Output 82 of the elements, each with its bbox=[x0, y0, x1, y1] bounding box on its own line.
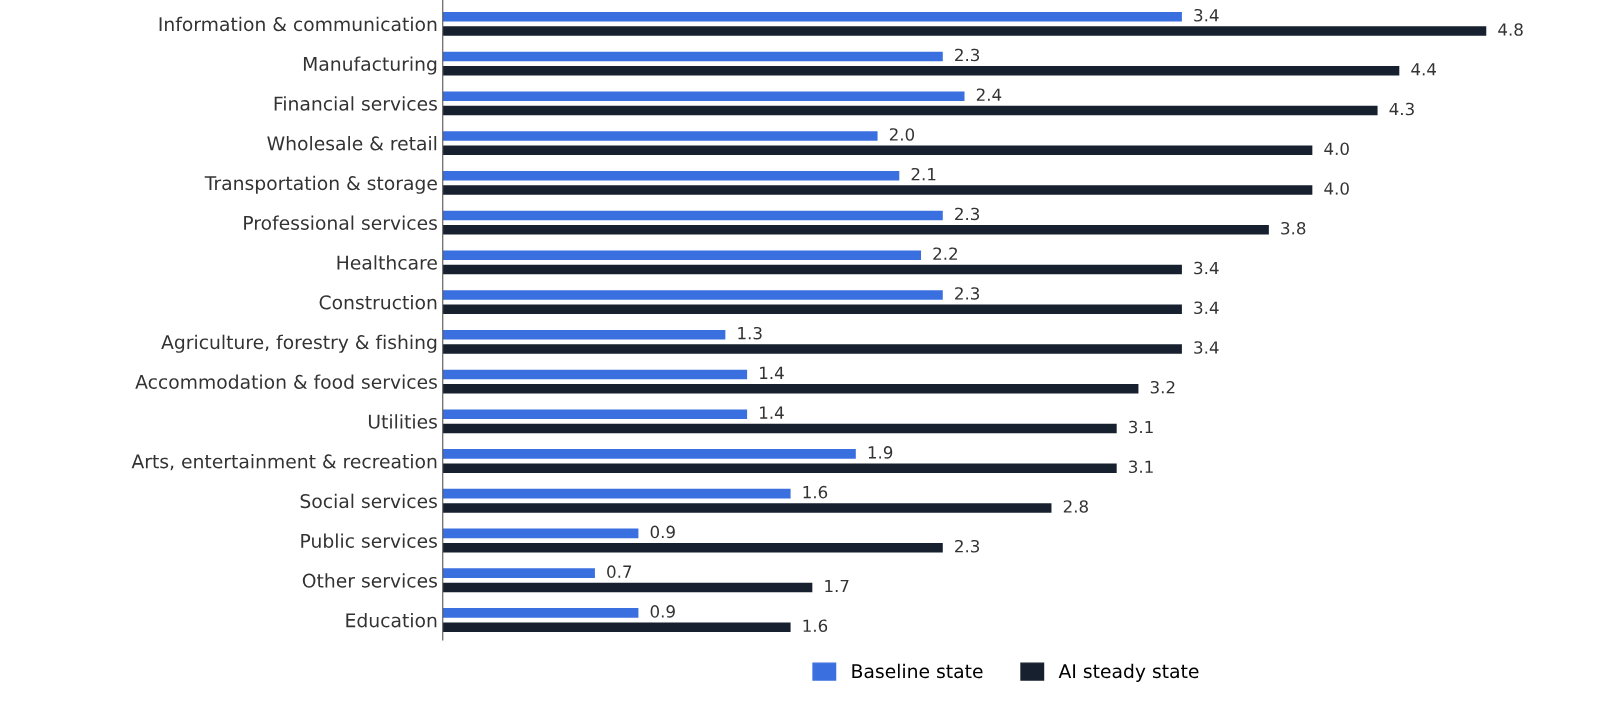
data-label: 3.4 bbox=[1194, 341, 1219, 354]
data-label: 0.7 bbox=[607, 565, 632, 578]
y-tick-label: Professional services bbox=[244, 215, 437, 230]
bar bbox=[442, 582, 813, 593]
bar bbox=[442, 608, 639, 618]
data-label: 2.1 bbox=[911, 167, 936, 181]
data-label: 4.3 bbox=[1389, 102, 1414, 116]
data-label: 2.3 bbox=[955, 48, 980, 62]
y-tick-label: Manufacturing bbox=[303, 56, 437, 75]
data-label: 4.4 bbox=[1411, 63, 1436, 76]
y-tick-label: Construction bbox=[319, 294, 437, 310]
data-label: 2.3 bbox=[955, 207, 980, 221]
bar bbox=[442, 185, 1313, 195]
bar bbox=[442, 622, 791, 632]
bar bbox=[442, 91, 965, 101]
data-label: 2.3 bbox=[955, 539, 980, 553]
bar bbox=[442, 51, 943, 62]
bar bbox=[442, 463, 1117, 473]
data-label: 0.9 bbox=[650, 525, 675, 539]
data-label: 2.3 bbox=[955, 287, 980, 300]
data-label: 3.4 bbox=[1194, 301, 1219, 315]
y-tick-label: Information & communication bbox=[159, 16, 437, 32]
bar bbox=[442, 65, 1400, 76]
bar bbox=[442, 11, 1182, 22]
y-tick-label: Accommodation & food services bbox=[135, 374, 437, 389]
bar bbox=[442, 423, 1117, 434]
data-label: 0.9 bbox=[650, 605, 675, 618]
bar bbox=[442, 542, 943, 553]
data-label: 3.8 bbox=[1281, 221, 1306, 235]
y-tick-label: Arts, entertainment & recreation bbox=[131, 453, 437, 471]
bar bbox=[442, 304, 1182, 314]
y-tick-label: Education bbox=[346, 612, 437, 628]
bar bbox=[442, 145, 1313, 156]
data-label: 3.2 bbox=[1150, 380, 1175, 394]
data-label: 1.9 bbox=[868, 446, 893, 459]
data-label: 3.4 bbox=[1194, 261, 1219, 275]
data-label: 1.6 bbox=[803, 619, 828, 633]
bar bbox=[442, 105, 1378, 116]
y-tick-label: Other services bbox=[302, 573, 437, 588]
data-label: 1.7 bbox=[825, 579, 849, 593]
bar bbox=[442, 264, 1182, 275]
bar bbox=[442, 250, 922, 260]
bar bbox=[442, 290, 943, 300]
bar bbox=[442, 503, 1052, 513]
data-label: 3.1 bbox=[1129, 420, 1153, 434]
bar bbox=[442, 170, 900, 181]
y-tick-label: Transportation & storage bbox=[204, 175, 437, 194]
bar bbox=[442, 449, 856, 459]
bar bbox=[442, 344, 1182, 354]
bar bbox=[442, 210, 943, 221]
bar bbox=[442, 224, 1269, 235]
bar bbox=[442, 568, 595, 578]
y-tick-label: Public services bbox=[301, 533, 437, 548]
data-label: 4.8 bbox=[1498, 23, 1523, 36]
data-label: 1.3 bbox=[738, 326, 762, 340]
bar bbox=[442, 409, 748, 419]
y-tick-label: Financial services bbox=[274, 96, 437, 111]
bar bbox=[442, 488, 791, 499]
data-label: 1.4 bbox=[760, 366, 784, 379]
y-tick-label: Wholesale & retail bbox=[267, 135, 437, 151]
bar bbox=[442, 131, 878, 141]
data-label: 2.8 bbox=[1063, 500, 1088, 513]
legend-label: AI steady state bbox=[1058, 663, 1199, 682]
bar bbox=[442, 383, 1139, 394]
data-label: 3.4 bbox=[1194, 8, 1219, 22]
data-label: 4.0 bbox=[1324, 142, 1349, 156]
data-label: 2.4 bbox=[976, 88, 1002, 101]
legend-label: Baseline state bbox=[852, 663, 983, 679]
data-label: 1.4 bbox=[760, 406, 784, 419]
data-label: 2.0 bbox=[889, 128, 915, 141]
data-label: 1.6 bbox=[803, 485, 828, 499]
bar bbox=[442, 26, 1487, 36]
y-tick-label: Social services bbox=[300, 493, 437, 509]
bar bbox=[442, 329, 726, 340]
data-label: 4.0 bbox=[1324, 182, 1349, 195]
bar bbox=[442, 369, 748, 380]
y-tick-label: Utilities bbox=[368, 414, 437, 429]
data-label: 3.1 bbox=[1129, 460, 1153, 474]
bar bbox=[442, 528, 639, 539]
data-label: 2.2 bbox=[933, 247, 957, 260]
y-tick-label: Healthcare bbox=[337, 255, 437, 270]
y-tick-label: Agriculture, forestry & fishing bbox=[161, 334, 437, 353]
